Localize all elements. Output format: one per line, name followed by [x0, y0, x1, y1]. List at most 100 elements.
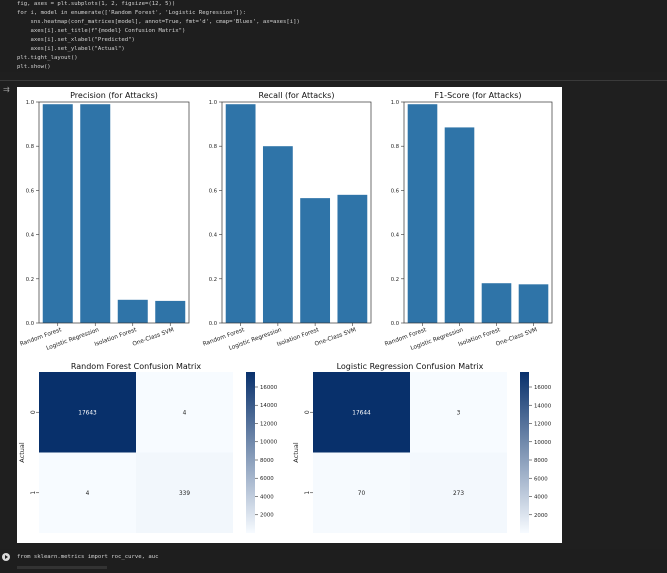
cell-value: 17644 [352, 410, 371, 416]
colorbar-tick-label: 6000 [534, 476, 548, 482]
colorbar-tick-label: 4000 [534, 495, 548, 501]
bar-chart-panel: Recall (for Attacks)0.00.20.40.60.81.0Ra… [202, 91, 372, 352]
heatmap-cell [313, 372, 410, 453]
y-tick-label: 1.0 [26, 100, 34, 106]
chart-title: Random Forest Confusion Matrix [71, 362, 202, 371]
heatmap-cell [136, 452, 233, 533]
run-cell-button[interactable] [2, 553, 10, 561]
chart-title: Precision (for Attacks) [70, 91, 158, 100]
colorbar-tick-label: 4000 [260, 494, 274, 500]
y-tick-label: 0.6 [391, 188, 399, 194]
y-tick-label: 0.6 [209, 188, 217, 194]
heatmap-panel: Logistic Regression Confusion Matrix 1764… [292, 362, 552, 533]
heatmap-panel: Random Forest Confusion Matrix 17643 4 4 339… [18, 362, 278, 533]
y-tick-label: 1 [30, 491, 37, 495]
code-line: sns.heatmap(conf_matrices[model], annot=… [17, 19, 300, 25]
y-tick-label: 0.0 [391, 321, 399, 327]
y-tick-label: 0.2 [209, 277, 217, 283]
y-tick-label: 0 [30, 410, 37, 414]
code-cell[interactable]: fig, axes = plt.subplots(1, 2, figsize=(… [0, 0, 667, 72]
heatmap-cell [313, 452, 410, 533]
metrics-bar-figure: Precision (for Attacks) 0.0 0.2 0.4 0.6 0.8 1.… [17, 87, 562, 359]
cell-divider [0, 80, 667, 81]
heatmap-cell [136, 372, 233, 453]
y-axis-label: Actual [18, 442, 26, 463]
bar [225, 104, 256, 324]
plot-frame [403, 101, 553, 324]
colorbar-tick-label: 12000 [534, 422, 552, 428]
chart-title: F1-Score (for Attacks) [434, 91, 521, 100]
chart-title: Logistic Regression Confusion Matrix [337, 362, 484, 371]
code-line: from sklearn.metrics import roc_curve, a… [17, 554, 159, 560]
cell-value: 4 [86, 491, 90, 497]
cell-value: 339 [179, 491, 190, 497]
bar [117, 299, 148, 323]
x-tick-label: One-Class SVM [132, 327, 175, 348]
heatmap-cell [410, 452, 507, 533]
y-tick-label: 0.0 [209, 321, 217, 327]
y-tick-label: 0.4 [391, 233, 400, 239]
colorbar-tick-label: 14000 [534, 403, 552, 409]
code-line: plt.show() [17, 64, 51, 70]
y-tick-label: 0.8 [209, 144, 217, 150]
y-tick-label: 0.6 [26, 188, 34, 194]
x-tick-label: Isolation Forest [94, 327, 138, 348]
code-line: for i, model in enumerate(['Random Fores… [17, 10, 247, 16]
x-tick-label: One-Class SVM [314, 327, 357, 348]
colorbar-tick-label: 12000 [260, 421, 278, 427]
cell-value: 3 [457, 410, 461, 416]
cell-value: 17643 [78, 410, 97, 416]
heatmap-cell [410, 372, 507, 453]
y-tick-label: 0.8 [26, 144, 34, 150]
colorbar-tick-label: 16000 [534, 385, 552, 391]
bar [444, 127, 475, 323]
y-tick-label: 0.8 [391, 144, 399, 150]
cell-value: 4 [183, 410, 187, 416]
bar [407, 104, 438, 324]
y-tick-label: 0.2 [391, 277, 399, 283]
plot-frame [221, 101, 372, 324]
bar-chart-panel: Precision (for Attacks) 0.0 0.2 0.4 0.6 0.8 1.… [19, 91, 190, 352]
cell-value: 70 [358, 491, 366, 497]
code-line: axes[i].set_title(f"{model} Confusion Ma… [17, 28, 186, 34]
y-tick-label: 1 [304, 491, 311, 495]
x-tick-label: One-Class SVM [495, 327, 538, 348]
colorbar-tick-label: 14000 [260, 403, 278, 409]
colorbar-tick-label: 2000 [260, 513, 274, 519]
bar [262, 146, 293, 323]
y-axis-label: Actual [292, 442, 300, 463]
x-tick-label: Isolation Forest [276, 327, 320, 348]
bar-chart-panel: F1-Score (for Attacks) 0.0 0.2 0.4 0.6 0.8 1.0… [384, 91, 553, 352]
y-tick-label: 0.2 [26, 277, 34, 283]
bar [337, 194, 368, 323]
colorbar-tick-label: 8000 [534, 458, 548, 464]
code-line: axes[i].set_xlabel("Predicted") [17, 37, 135, 43]
y-tick-label: 0.0 [26, 321, 34, 327]
colorbar-tick-label: 10000 [260, 440, 278, 446]
code-line: fig, axes = plt.subplots(1, 2, figsize=(… [17, 1, 176, 7]
cell-output: Precision (for Attacks) 0.0 0.2 0.4 0.6 0.8 1.… [17, 87, 562, 543]
colorbar-tick-label: 8000 [260, 458, 274, 464]
y-tick-label: 1.0 [209, 100, 217, 106]
plot-frame [38, 101, 190, 324]
cell-value: 273 [453, 491, 464, 497]
bar [481, 283, 512, 323]
colorbar [520, 372, 529, 533]
code-line: axes[i].set_ylabel("Actual") [17, 46, 125, 52]
heatmap-cell [39, 452, 136, 533]
colorbar [246, 372, 255, 533]
bar [42, 104, 73, 324]
colorbar-tick-label: 2000 [534, 513, 548, 519]
colorbar-tick-label: 16000 [260, 385, 278, 391]
y-tick-label: 1.0 [391, 100, 399, 106]
y-tick-label: 0.4 [209, 233, 218, 239]
truncated-code-line [17, 566, 107, 569]
bar [155, 300, 186, 323]
bar [300, 198, 331, 323]
colorbar-tick-label: 10000 [534, 440, 552, 446]
output-toggle-icon[interactable]: ⇉ [3, 85, 10, 94]
confusion-matrix-figure: Random Forest Confusion Matrix 17643 4 4 339… [17, 359, 562, 543]
chart-title: Recall (for Attacks) [259, 91, 335, 100]
bar [80, 104, 111, 324]
next-code-cell[interactable]: from sklearn.metrics import roc_curve, a… [0, 549, 667, 573]
